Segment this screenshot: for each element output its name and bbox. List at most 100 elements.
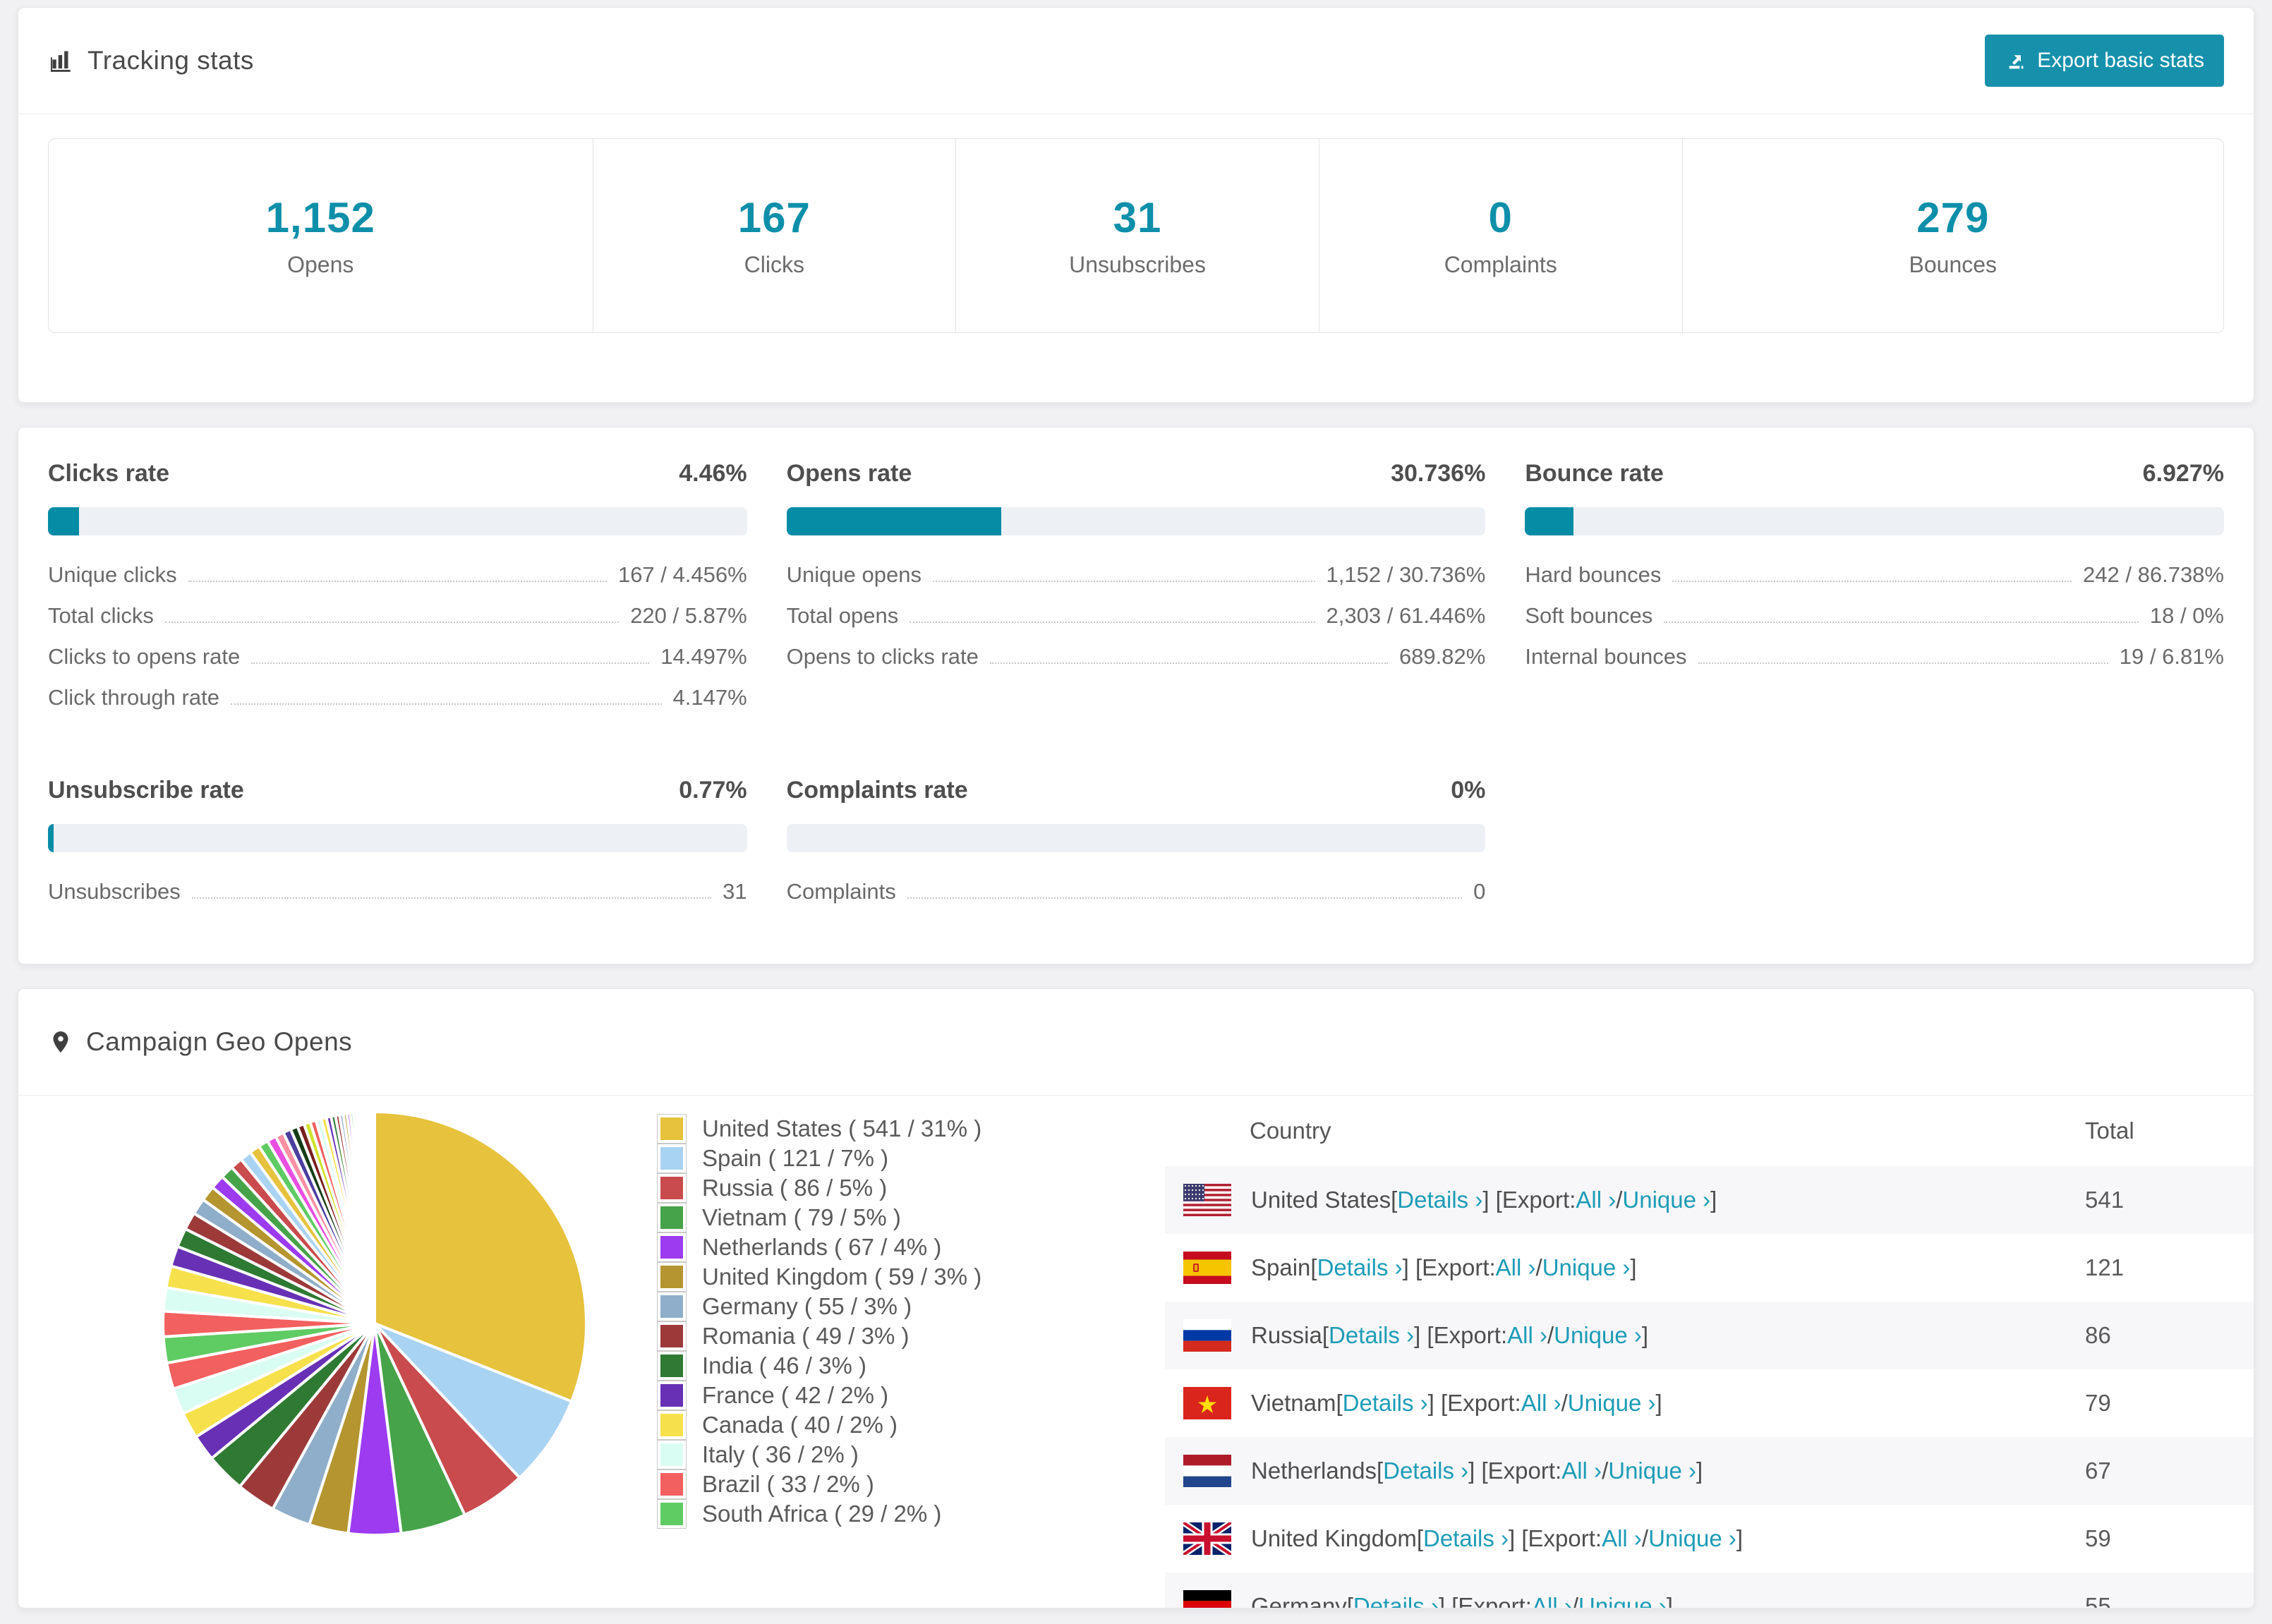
legend-item: France ( 42 / 2% ) — [657, 1381, 981, 1410]
stat-card-value: 31 — [1113, 194, 1162, 241]
country-name: Vietnam — [1251, 1390, 1336, 1416]
stat-card-value: 279 — [1916, 194, 1990, 241]
export-unique-link[interactable]: Unique › — [1578, 1593, 1667, 1608]
rate-detail-row: Total clicks 220 / 5.87% — [48, 603, 747, 644]
export-unique-link[interactable]: Unique › — [1542, 1254, 1631, 1280]
legend-item: Netherlands ( 67 / 4% ) — [657, 1232, 981, 1262]
dotted-leader — [251, 662, 650, 664]
flag-ru-icon — [1183, 1319, 1231, 1352]
export-unique-link[interactable]: Unique › — [1608, 1458, 1696, 1484]
legend-swatch — [657, 1351, 687, 1381]
stat-card-label: Opens — [287, 252, 354, 277]
rate-value: 6.927% — [2142, 460, 2224, 487]
bracket-text: ] [Export: — [1402, 1254, 1496, 1280]
rate-detail-value: 167 / 4.456% — [617, 562, 747, 587]
export-basic-stats-button[interactable]: Export basic stats — [1985, 35, 2224, 87]
rate-value: 0.77% — [679, 777, 747, 804]
export-unique-link[interactable]: Unique › — [1648, 1525, 1736, 1551]
bracket-text: [ — [1416, 1525, 1423, 1551]
legend-swatch — [657, 1203, 687, 1232]
stat-card-label: Complaints — [1444, 252, 1557, 277]
export-all-link[interactable]: All › — [1602, 1525, 1642, 1551]
rate-head: Opens rate 30.736% — [787, 460, 1486, 487]
dotted-leader — [1664, 622, 2139, 623]
rate-title: Unsubscribe rate — [48, 777, 244, 804]
dotted-leader — [1698, 662, 2108, 664]
export-unique-link[interactable]: Unique › — [1622, 1187, 1711, 1213]
pie-slice — [373, 1110, 588, 1403]
rates-panel: Clicks rate 4.46% Unique clicks 167 / 4.456… — [18, 427, 2254, 964]
summary-stats-row: 1,152 Opens 167 Clicks 31 Unsubscribes 0 Compla… — [48, 138, 2224, 333]
progress-bar — [786, 507, 1486, 535]
rate-detail-label: Clicks to opens rate — [48, 644, 241, 669]
rate-detail-row: Unique opens 1,152 / 30.736% — [787, 562, 1486, 603]
rate-detail-label: Unsubscribes — [48, 879, 181, 904]
progress-bar — [786, 824, 1486, 852]
bracket-text: [ — [1376, 1458, 1384, 1484]
dotted-leader — [1672, 581, 2072, 582]
rate-detail-label: Soft bounces — [1525, 603, 1653, 628]
table-row: United Kingdom [Details ›] [Export: All … — [1165, 1505, 2254, 1573]
export-all-link[interactable]: All › — [1561, 1458, 1602, 1484]
legend-label: Russia ( 86 / 5% ) — [702, 1175, 888, 1201]
rate-detail-row: Opens to clicks rate 689.82% — [787, 644, 1486, 685]
export-unique-link[interactable]: Unique › — [1554, 1322, 1642, 1348]
country-cell: Vietnam [Details ›] [Export: All › / Uni… — [1165, 1387, 2085, 1419]
country-total: 541 — [2085, 1187, 2125, 1213]
rate-block: Complaints rate 0% Complaints 0 — [786, 777, 1486, 920]
table-row: Netherlands [Details ›] [Export: All › /… — [1165, 1437, 2254, 1505]
rate-title: Complaints rate — [786, 777, 968, 804]
bar-chart-icon — [48, 47, 75, 74]
bracket-text: [ — [1346, 1593, 1353, 1608]
details-link[interactable]: Details › — [1422, 1525, 1509, 1551]
export-unique-link[interactable]: Unique › — [1567, 1390, 1656, 1416]
export-all-link[interactable]: All › — [1507, 1322, 1547, 1348]
country-total: 121 — [2085, 1254, 2125, 1280]
map-pin-icon — [48, 1029, 73, 1055]
flag-nl-icon — [1183, 1455, 1231, 1487]
stat-card-value: 0 — [1488, 194, 1513, 241]
rate-head: Bounce rate 6.927% — [1525, 460, 2224, 487]
export-all-link[interactable]: All › — [1495, 1254, 1536, 1280]
country-name: Russia — [1251, 1322, 1322, 1348]
export-all-link[interactable]: All › — [1521, 1390, 1561, 1416]
progress-bar-fill — [1525, 507, 1573, 535]
details-link[interactable]: Details › — [1383, 1458, 1469, 1484]
country-total: 55 — [2085, 1593, 2111, 1608]
slash-text: / — [1535, 1254, 1542, 1280]
rate-detail-row: Clicks to opens rate 14.497% — [48, 644, 747, 685]
rate-head: Complaints rate 0% — [787, 777, 1486, 804]
rate-detail-value: 19 / 6.81% — [2119, 644, 2224, 669]
details-link[interactable]: Details › — [1397, 1187, 1483, 1213]
rate-value: 30.736% — [1391, 460, 1486, 487]
legend-swatch — [657, 1144, 687, 1173]
rate-title: Bounce rate — [1525, 460, 1664, 487]
export-button-label: Export basic stats — [2037, 49, 2204, 72]
bracket-text: ] [Export: — [1438, 1593, 1532, 1608]
stat-card-label: Bounces — [1909, 252, 1998, 277]
details-link[interactable]: Details › — [1317, 1254, 1403, 1280]
geo-opens-table: Country Total United States [Details ›] … — [1165, 1096, 2254, 1608]
legend-item: Canada ( 40 / 2% ) — [657, 1410, 981, 1440]
progress-bar — [1525, 507, 2224, 535]
details-link[interactable]: Details › — [1353, 1593, 1439, 1608]
country-name: United Kingdom — [1251, 1525, 1417, 1551]
details-link[interactable]: Details › — [1329, 1322, 1415, 1348]
bracket-text: ] [Export: — [1414, 1322, 1508, 1348]
rate-head: Clicks rate 4.46% — [48, 460, 747, 487]
tracking-stats-header: Tracking stats Export basic stats — [18, 8, 2254, 114]
stat-card: 31 Unsubscribes — [955, 139, 1319, 332]
rate-detail-row: Hard bounces 242 / 86.738% — [1525, 562, 2224, 603]
bracket-text: ] — [1655, 1390, 1662, 1416]
tracking-stats-body: 1,152 Opens 167 Clicks 31 Unsubscribes 0 Compla… — [18, 114, 2254, 402]
bracket-text: ] [Export: — [1509, 1525, 1602, 1551]
export-all-link[interactable]: All › — [1576, 1187, 1617, 1213]
country-name: United States — [1251, 1187, 1391, 1213]
rate-detail-label: Hard bounces — [1525, 562, 1662, 587]
export-all-link[interactable]: All › — [1531, 1593, 1572, 1608]
slash-text: / — [1641, 1525, 1649, 1551]
total-column-header: Total — [2085, 1117, 2134, 1144]
details-link[interactable]: Details › — [1342, 1390, 1428, 1416]
pie-slice — [371, 1110, 376, 1325]
bracket-text: [ — [1391, 1187, 1398, 1213]
